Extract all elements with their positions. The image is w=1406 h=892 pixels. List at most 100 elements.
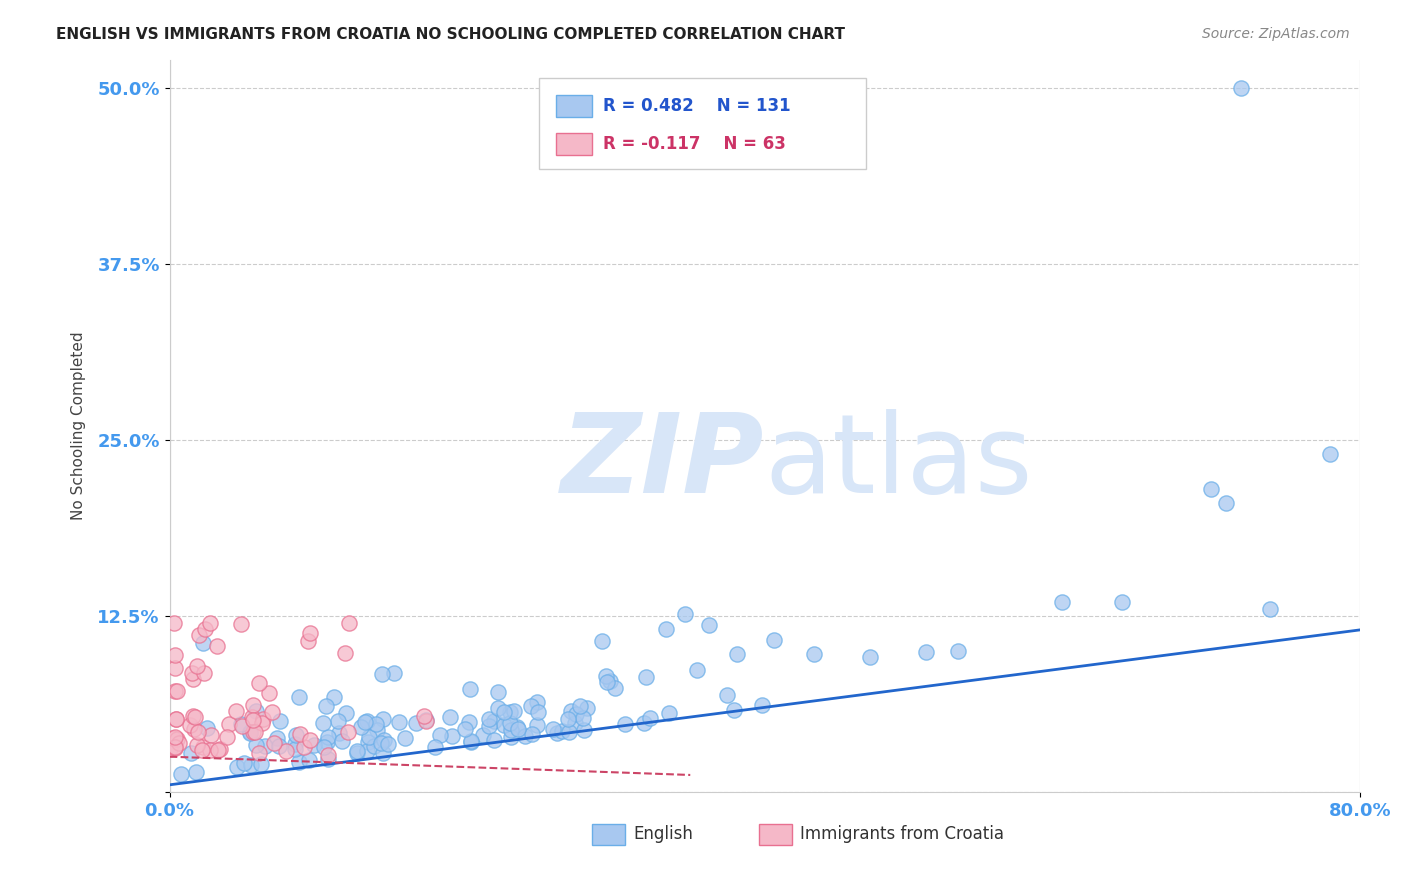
Point — [412, 709, 434, 723]
Point — [486, 701, 509, 715]
Point — [328, 714, 350, 728]
Text: Source: ZipAtlas.com: Source: ZipAtlas.com — [1202, 27, 1350, 41]
Point — [183, 722, 205, 736]
Point — [915, 645, 938, 659]
Point — [250, 757, 273, 772]
Point — [723, 703, 745, 717]
Point — [243, 724, 266, 739]
Point — [266, 731, 288, 745]
Point — [557, 712, 579, 726]
Point — [330, 734, 353, 748]
Point — [242, 713, 264, 727]
Point — [337, 615, 360, 630]
Point — [614, 717, 637, 731]
Point — [1215, 496, 1237, 510]
Point — [751, 698, 773, 713]
Point — [181, 665, 204, 680]
Point — [478, 712, 501, 726]
Point — [565, 706, 588, 721]
Text: ZIP: ZIP — [561, 409, 765, 516]
Point — [252, 712, 274, 726]
Point — [494, 705, 516, 719]
Point — [195, 722, 218, 736]
Point — [429, 728, 451, 742]
Point — [572, 723, 595, 737]
Point — [605, 681, 627, 695]
Point — [1050, 595, 1073, 609]
Point — [184, 765, 207, 780]
Bar — [557, 133, 592, 155]
Point — [209, 742, 232, 756]
Point — [191, 636, 214, 650]
Point — [242, 698, 264, 713]
Point — [165, 661, 187, 675]
Text: Immigrants from Croatia: Immigrants from Croatia — [800, 825, 1004, 843]
Point — [439, 710, 461, 724]
Point — [505, 720, 527, 734]
Point — [415, 714, 437, 728]
Point — [165, 712, 187, 726]
Point — [373, 732, 395, 747]
Point — [165, 712, 187, 726]
Point — [458, 681, 481, 696]
Point — [232, 756, 254, 771]
Point — [1111, 595, 1133, 609]
Point — [634, 670, 657, 684]
Point — [198, 615, 221, 630]
Point — [515, 730, 537, 744]
Point — [298, 626, 321, 640]
Point — [184, 710, 207, 724]
Point — [318, 748, 340, 763]
Point — [181, 708, 204, 723]
Point — [159, 742, 181, 756]
Point — [366, 723, 388, 737]
Point — [370, 666, 392, 681]
Point — [269, 714, 291, 728]
Point — [520, 727, 543, 741]
Point — [454, 723, 477, 737]
Point — [166, 684, 188, 698]
Point — [187, 628, 209, 642]
Point — [191, 743, 214, 757]
Point — [591, 634, 613, 648]
Point — [162, 731, 184, 746]
Point — [239, 725, 262, 739]
Point — [685, 664, 707, 678]
Point — [357, 730, 380, 744]
Point — [181, 673, 204, 687]
Point — [415, 713, 437, 727]
Point — [231, 617, 253, 632]
Point — [304, 738, 326, 752]
Point — [299, 732, 322, 747]
Point — [207, 743, 229, 757]
Text: R = 0.482    N = 131: R = 0.482 N = 131 — [603, 96, 790, 115]
Point — [569, 699, 592, 714]
Point — [356, 743, 378, 757]
Point — [200, 728, 222, 742]
Point — [254, 739, 277, 754]
Point — [350, 720, 373, 734]
Point — [460, 735, 482, 749]
Point — [194, 622, 217, 636]
Point — [697, 618, 720, 632]
Point — [346, 746, 368, 760]
Point — [658, 706, 681, 720]
Point — [526, 696, 548, 710]
Point — [312, 715, 335, 730]
Point — [315, 698, 337, 713]
Point — [371, 746, 394, 760]
Point — [186, 738, 208, 752]
Point — [364, 717, 387, 731]
Point — [499, 723, 522, 737]
Point — [225, 760, 247, 774]
Y-axis label: No Schooling Completed: No Schooling Completed — [72, 332, 86, 520]
Point — [215, 730, 238, 744]
Point — [654, 622, 676, 636]
Point — [198, 743, 221, 757]
Point — [193, 666, 215, 681]
Point — [284, 728, 307, 742]
Point — [274, 744, 297, 758]
Bar — [759, 824, 792, 845]
Point — [575, 701, 598, 715]
Point — [494, 718, 516, 732]
